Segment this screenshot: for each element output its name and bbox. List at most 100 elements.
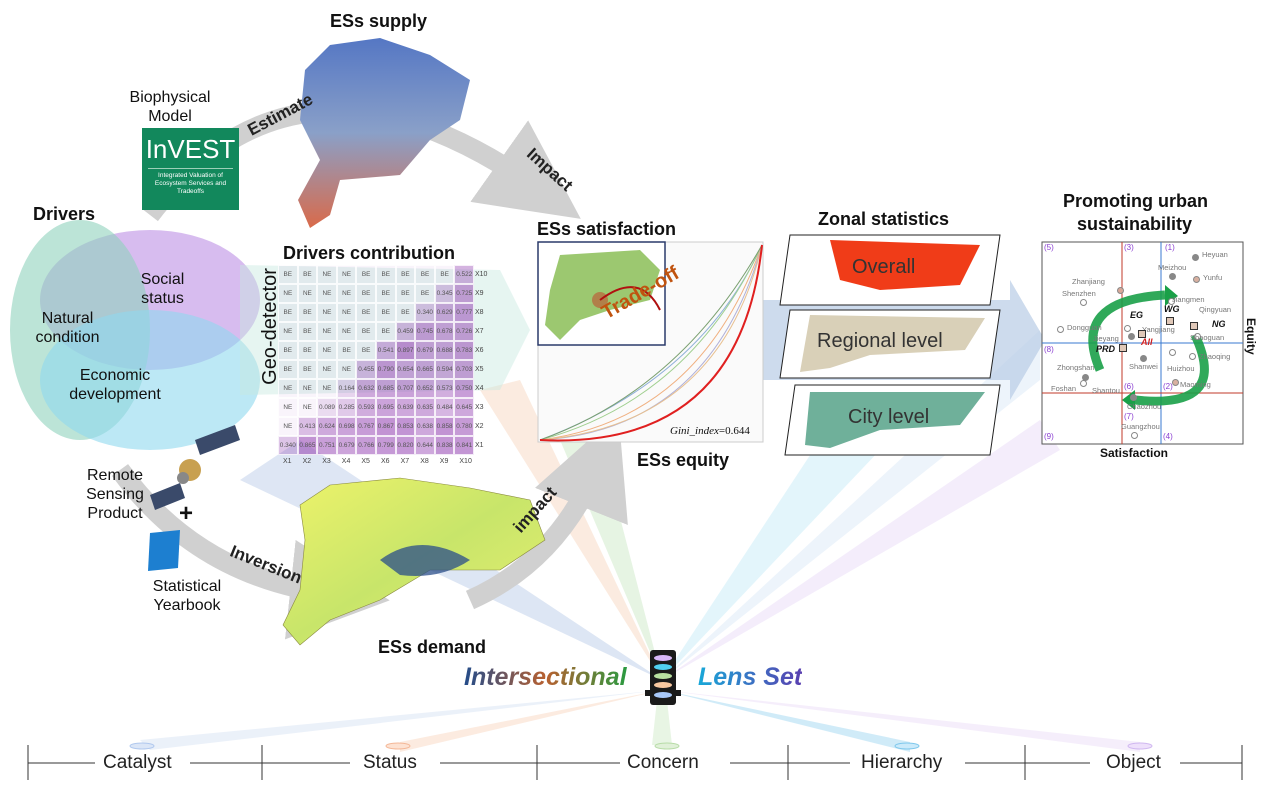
matrix-cell: BE	[395, 284, 416, 303]
matrix-cell: NE	[278, 398, 298, 417]
social-line-1: Social	[140, 271, 185, 288]
city-label: Jieyang	[1093, 334, 1119, 343]
matrix-cell: 0.573	[434, 379, 455, 398]
matrix-cell: NE	[317, 360, 337, 379]
matrix-cell: NE	[336, 303, 357, 322]
satisfaction-axis-label: Satisfaction	[1100, 446, 1169, 460]
city-point	[1124, 325, 1131, 332]
group-label: WG	[1164, 304, 1180, 314]
quadrant-number: (7)	[1124, 412, 1134, 421]
invest-logo: InVEST Integrated Valuation of Ecosystem…	[142, 128, 239, 210]
matrix-cell: BE	[376, 265, 396, 284]
yearbook-icon	[148, 530, 180, 571]
supply-map	[298, 38, 470, 228]
matrix-row-label: X3	[475, 404, 484, 411]
matrix-cell: 0.820	[395, 436, 416, 455]
city-label: Shenzhen	[1062, 289, 1096, 298]
social-line-2: status	[141, 290, 184, 307]
rs-line-2: Sensing	[86, 486, 144, 503]
matrix-cell: BE	[297, 341, 318, 360]
matrix-cell: 0.838	[434, 436, 455, 455]
sy-line-2: Yearbook	[153, 597, 221, 614]
matrix-cell: NE	[317, 379, 337, 398]
matrix-cell: NE	[278, 379, 298, 398]
matrix-cell: 0.799	[376, 436, 396, 455]
rs-line-3: Product	[87, 505, 143, 522]
matrix-row-label: X1	[475, 442, 484, 449]
matrix-cell: 0.635	[415, 398, 435, 417]
matrix-cell: 0.750	[454, 379, 474, 398]
matrix-cell: NE	[317, 341, 337, 360]
quadrant-number: (9)	[1044, 432, 1054, 441]
matrix-cell: BE	[395, 303, 416, 322]
matrix-cell: 0.726	[454, 322, 474, 341]
drivers-contribution-title: Drivers contribution	[283, 243, 456, 263]
matrix-cell: NE	[317, 322, 337, 341]
city-label: Foshan	[1051, 384, 1077, 393]
matrix-col-label: X2	[302, 458, 312, 465]
city-point	[1169, 349, 1176, 356]
matrix-row-label: X2	[475, 423, 484, 430]
matrix-cell: 0.593	[356, 398, 376, 417]
matrix-cell: 0.698	[336, 417, 357, 436]
city-label: Meizhou	[1158, 263, 1187, 272]
matrix-cell: 0.455	[356, 360, 376, 379]
bottom-axis	[27, 742, 1243, 780]
city-point	[1080, 380, 1087, 387]
city-point	[1131, 432, 1138, 439]
matrix-col-label: X5	[361, 458, 370, 465]
gini-value: =0.644	[718, 425, 750, 437]
group-label: EG	[1130, 310, 1144, 320]
city-label: Dongguan	[1067, 323, 1102, 332]
matrix-cell: 0.541	[376, 341, 396, 360]
matrix-row-label: X8	[475, 309, 484, 316]
matrix-col-label: X3	[322, 458, 331, 465]
matrix-col-label: X4	[341, 458, 351, 465]
matrix-cell: 0.459	[395, 322, 416, 341]
matrix-cell: 0.624	[317, 417, 337, 436]
demand-title: ESs demand	[378, 637, 487, 657]
matrix-row-label: X5	[475, 366, 484, 373]
matrix-cell: 0.865	[297, 436, 318, 455]
matrix-cell: BE	[336, 341, 357, 360]
axis-catalyst: Catalyst	[103, 752, 172, 773]
lens-word-intersectional: Intersectional	[464, 663, 627, 691]
gini-index: Gini_index=0.644	[670, 425, 750, 437]
matrix-cell: NE	[317, 284, 337, 303]
driver-social-status: Social status	[125, 270, 200, 308]
lens-icon	[645, 650, 681, 705]
matrix-cell: NE	[278, 417, 298, 436]
group-marker	[1119, 344, 1127, 352]
city-label: Guangzhou	[1121, 422, 1160, 431]
matrix-cell: 0.783	[454, 341, 474, 360]
city-label: Huizhou	[1167, 364, 1195, 373]
matrix-cell: BE	[415, 265, 435, 284]
economic-line-2: development	[69, 386, 161, 403]
matrix-cell: NE	[297, 398, 318, 417]
matrix-row-label: X7	[475, 328, 484, 335]
matrix-cell: NE	[336, 265, 357, 284]
matrix-cell: 0.685	[376, 379, 396, 398]
city-point	[1128, 333, 1135, 340]
matrix-cell: 0.679	[415, 341, 435, 360]
matrix-cell: 0.645	[454, 398, 474, 417]
quadrant-number: (2)	[1163, 382, 1173, 391]
gini-label: Gini_index	[670, 425, 719, 437]
promoting-title-1: Promoting urban	[1063, 191, 1208, 211]
city-point	[1193, 276, 1200, 283]
matrix-cell: 0.678	[434, 322, 455, 341]
matrix-cell: NE	[278, 322, 298, 341]
natural-line-2: condition	[35, 329, 100, 346]
geo-detector-matrix: BE BE NE NE BE BE BE BE BE 0.522 X10 NE NE NE NE BE BE BE…	[278, 265, 508, 475]
city-label: Zhaoqing	[1199, 352, 1231, 361]
quadrant-number: (1)	[1165, 243, 1175, 252]
matrix-cell: BE	[376, 284, 396, 303]
matrix-row-label: X10	[475, 271, 488, 278]
city-label: Chaozhou	[1127, 402, 1162, 411]
city-label: Yunfu	[1203, 273, 1223, 282]
zonal-title: Zonal statistics	[818, 209, 950, 229]
matrix-cell: 0.867	[376, 417, 396, 436]
matrix-cell: 0.340	[415, 303, 435, 322]
axis-status: Status	[363, 752, 417, 773]
